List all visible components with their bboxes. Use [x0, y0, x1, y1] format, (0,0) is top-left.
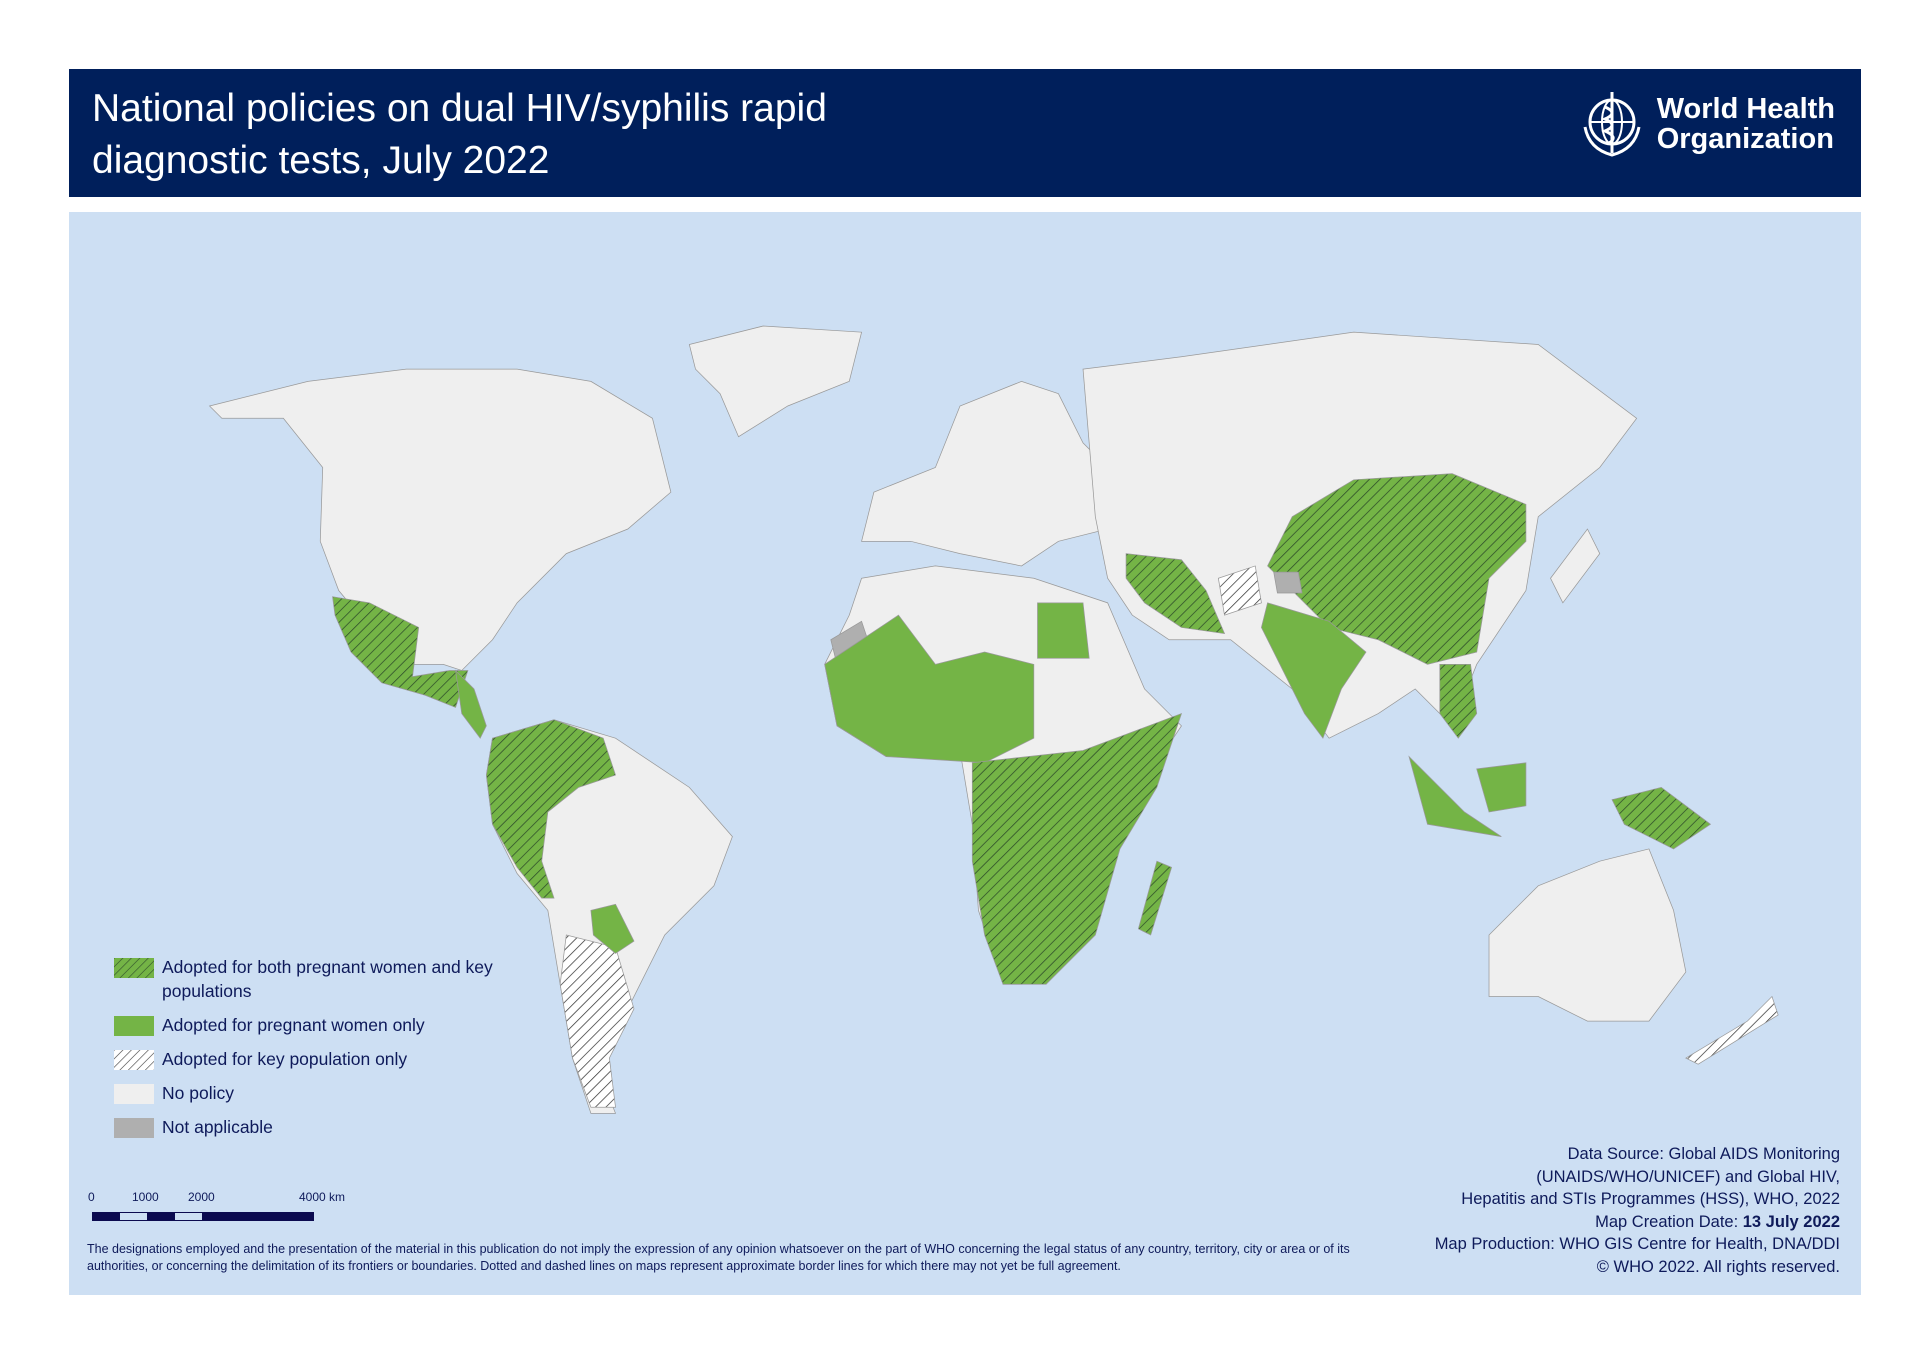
- data-source-3: Hepatitis and STIs Programmes (HSS), WHO…: [1461, 1190, 1840, 1208]
- swatch-grey: [114, 1118, 154, 1138]
- map-legend: Adopted for both pregnant women and key …: [114, 955, 502, 1149]
- legend-label: Not applicable: [162, 1117, 273, 1137]
- legend-label: Adopted for pregnant women only: [162, 1015, 425, 1035]
- swatch-green-hatched: [114, 958, 154, 978]
- title-line-1: National policies on dual HIV/syphilis r…: [92, 87, 827, 130]
- west-africa: [824, 614, 1035, 764]
- title-line-2: diagnostic tests, July 2022: [92, 139, 550, 182]
- who-logo: World Health Organization: [1575, 87, 1835, 161]
- japan: [1550, 528, 1601, 604]
- central-america: [455, 669, 487, 739]
- iran: [1125, 553, 1226, 635]
- europe: [861, 380, 1109, 567]
- creation-label: Map Creation Date:: [1595, 1212, 1743, 1231]
- legend-item-key-only: Adopted for key population only: [114, 1047, 502, 1071]
- north-america: [208, 368, 672, 671]
- who-emblem-icon: [1583, 92, 1641, 157]
- swatch-green: [114, 1016, 154, 1036]
- sumatra: [1408, 755, 1502, 837]
- greenland: [688, 325, 863, 438]
- new-zealand: [1685, 995, 1779, 1065]
- kashmir: [1273, 571, 1303, 594]
- swatch-light-grey: [114, 1084, 154, 1104]
- logo-text-2: Organization: [1656, 123, 1834, 155]
- scale-bar: [92, 1212, 314, 1221]
- disclaimer: The designations employed and the presen…: [87, 1242, 1350, 1273]
- data-source: Data Source: Global AIDS Monitoring: [1567, 1145, 1840, 1163]
- legend-item-no-policy: No policy: [114, 1081, 502, 1105]
- data-source-2: (UNAIDS/WHO/UNICEF) and Global HIV,: [1536, 1167, 1840, 1186]
- papua-new-guinea: [1611, 786, 1712, 850]
- legend-item-not-applicable: Not applicable: [114, 1115, 502, 1139]
- australia: [1488, 848, 1687, 1022]
- scale-tick: 2000: [188, 1190, 215, 1204]
- paraguay: [590, 903, 635, 954]
- borneo: [1476, 762, 1527, 813]
- scale-tick: 1000: [132, 1190, 159, 1204]
- page-title: National policies on dual HIV/syphilis r…: [92, 83, 827, 187]
- creation-date: Map Creation Date: 13 July 2022: [1435, 1211, 1840, 1234]
- afghanistan: [1217, 565, 1262, 616]
- legend-label: Adopted for key population only: [162, 1049, 408, 1069]
- copyright: © WHO 2022. All rights reserved.: [1596, 1257, 1840, 1276]
- central-southern-africa: [971, 712, 1183, 985]
- scale-tick: 0: [88, 1190, 95, 1204]
- logo-text-1: World Health: [1656, 93, 1835, 125]
- creation-date-value: 13 July 2022: [1742, 1212, 1840, 1231]
- vietnam: [1439, 663, 1478, 739]
- andean-region: [485, 719, 616, 899]
- egypt: [1037, 602, 1090, 659]
- argentina: [559, 934, 635, 1108]
- legend-label: No policy: [162, 1083, 234, 1103]
- swatch-white-hatched: [114, 1050, 154, 1070]
- india: [1261, 602, 1367, 739]
- map-production: Map Production: WHO GIS Centre for Healt…: [1434, 1235, 1840, 1253]
- scale-tick: 4000 km: [299, 1190, 346, 1204]
- legend-label: Adopted for both pregnant women and key …: [162, 957, 493, 1001]
- madagascar: [1137, 860, 1173, 936]
- legend-item-pregnant-only: Adopted for pregnant women only: [114, 1013, 502, 1037]
- credits: Data Source: Global AIDS Monitoring (UNA…: [1435, 1143, 1840, 1278]
- legend-item-both: Adopted for both pregnant women and key …: [114, 955, 502, 1003]
- header-banner: National policies on dual HIV/syphilis r…: [69, 69, 1861, 197]
